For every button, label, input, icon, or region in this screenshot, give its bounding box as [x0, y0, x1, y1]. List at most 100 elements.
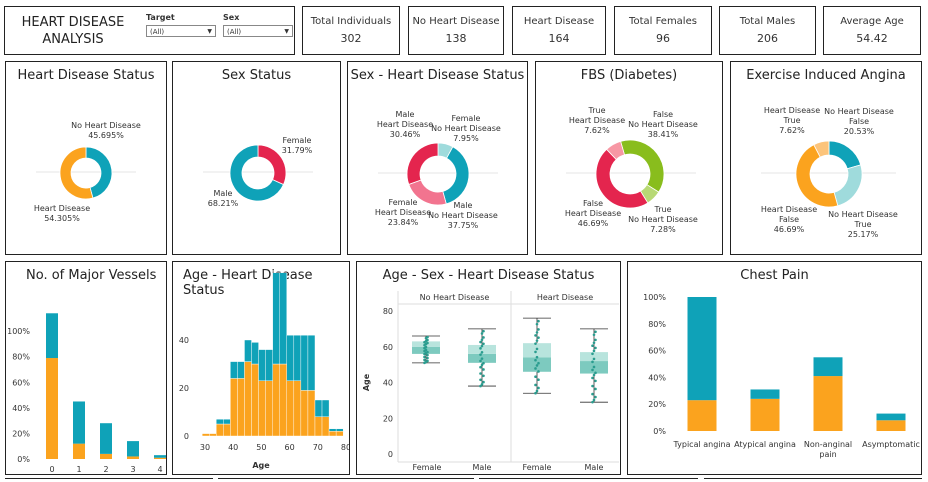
histogram-bar[interactable]: [328, 430, 337, 437]
bar-segment[interactable]: [100, 453, 112, 459]
histogram-bar[interactable]: [201, 433, 210, 437]
bar-segment[interactable]: [750, 398, 780, 431]
x-axis-label: Age: [252, 461, 270, 470]
bar-segment[interactable]: [687, 400, 717, 431]
data-point: [479, 359, 482, 363]
histogram-bar[interactable]: [223, 423, 231, 437]
donut-slice[interactable]: [229, 144, 285, 202]
donut-slice[interactable]: [795, 144, 839, 208]
histogram-bar[interactable]: [258, 349, 266, 381]
histogram-bar[interactable]: [314, 416, 323, 437]
histogram-bar[interactable]: [300, 334, 309, 391]
data-point: [592, 365, 596, 369]
histogram-bar[interactable]: [272, 272, 280, 365]
histogram-bar[interactable]: [307, 334, 316, 391]
data-point: [426, 353, 429, 357]
histogram-bar[interactable]: [293, 380, 302, 437]
x-tick-label: Atypical angina: [734, 440, 796, 449]
y-tick-label: 0: [388, 450, 393, 459]
histogram-bar[interactable]: [251, 342, 259, 365]
dashboard-title-line1: HEART DISEASE: [21, 15, 125, 30]
slice-label-true-no-heart-disease: True No Heart Disease 7.28%: [628, 205, 698, 234]
slice-label-true-heart-disease: True Heart Disease 7.62%: [568, 106, 626, 135]
data-point: [591, 376, 594, 380]
donut-slice[interactable]: [833, 164, 863, 207]
bar-segment[interactable]: [127, 441, 139, 457]
sex-filter-select[interactable]: (All) ▼: [223, 25, 293, 37]
x-tick-label: 3: [130, 465, 135, 474]
histogram-bar[interactable]: [216, 423, 224, 437]
panel-age-heart-disease: Age - Heart Disease Status 0 20 40 30 40 50 60…: [172, 261, 350, 475]
panel-title: Sex - Heart Disease Status: [350, 68, 525, 83]
data-point: [535, 322, 539, 326]
bar-segment[interactable]: [154, 455, 166, 458]
bar-segment[interactable]: [100, 423, 112, 454]
data-point: [594, 371, 597, 375]
bar-segment[interactable]: [46, 358, 58, 459]
histogram-bar[interactable]: [335, 430, 344, 437]
histogram-bar[interactable]: [223, 418, 231, 425]
y-tick-label: 80%: [12, 353, 30, 362]
bar-segment[interactable]: [876, 420, 906, 431]
bar-segment[interactable]: [73, 401, 85, 444]
target-filter-select[interactable]: (All) ▼: [146, 25, 216, 37]
dashboard-title-line2: ANALYSIS: [42, 32, 104, 47]
histogram-bar[interactable]: [237, 361, 245, 379]
donut-slice[interactable]: [813, 140, 830, 158]
y-tick-label: 40: [383, 379, 393, 388]
data-point: [594, 387, 597, 391]
data-point: [591, 344, 594, 348]
histogram-bar[interactable]: [328, 428, 337, 432]
donut-slice[interactable]: [620, 139, 665, 193]
data-point: [592, 398, 596, 402]
bar-segment[interactable]: [813, 376, 843, 431]
donut-slice[interactable]: [595, 148, 649, 209]
bar-segment[interactable]: [154, 457, 166, 459]
histogram-bar[interactable]: [230, 361, 238, 379]
y-axis-label: Age: [362, 373, 372, 392]
bar-segment[interactable]: [127, 456, 139, 459]
histogram-bar[interactable]: [244, 361, 252, 437]
histogram-bar[interactable]: [293, 334, 302, 381]
histogram-bar[interactable]: [279, 272, 287, 365]
histogram-bar[interactable]: [286, 334, 295, 381]
histogram-bar[interactable]: [314, 399, 323, 417]
bar-segment[interactable]: [46, 313, 58, 359]
slice-label-heart-disease-true: Heart Disease True 7.62%: [763, 106, 821, 135]
histogram-bar[interactable]: [307, 390, 316, 437]
donut-slice[interactable]: [828, 140, 862, 170]
data-point: [592, 373, 596, 377]
bar-segment[interactable]: [687, 297, 717, 401]
box-upper[interactable]: [523, 343, 551, 358]
histogram-bar[interactable]: [335, 428, 344, 432]
histogram-bar[interactable]: [244, 339, 252, 362]
histogram-bar[interactable]: [286, 380, 295, 437]
histogram-bar[interactable]: [265, 380, 273, 437]
panel-chest-pain: Chest Pain 0% 20% 40% 60% 80% 100% Typical ang…: [627, 261, 922, 475]
bar-segment[interactable]: [876, 413, 906, 421]
data-point: [480, 363, 484, 367]
bar-segment[interactable]: [750, 389, 780, 399]
histogram-bar[interactable]: [321, 416, 330, 437]
histogram-bar[interactable]: [300, 390, 309, 437]
histogram-bar[interactable]: [230, 378, 238, 437]
histogram-bar[interactable]: [265, 349, 273, 381]
data-point: [482, 342, 485, 346]
donut-slice[interactable]: [406, 142, 439, 185]
box-upper[interactable]: [580, 352, 608, 362]
histogram-bar[interactable]: [321, 399, 330, 417]
donut-slice[interactable]: [59, 146, 94, 200]
bar-segment[interactable]: [813, 357, 843, 377]
histogram-bar[interactable]: [279, 363, 287, 437]
histogram-bar[interactable]: [209, 433, 217, 437]
histogram-bar[interactable]: [272, 363, 280, 437]
box-upper[interactable]: [468, 344, 496, 354]
histogram-bar[interactable]: [251, 363, 259, 437]
donut-slice[interactable]: [606, 140, 625, 161]
bar-segment[interactable]: [73, 443, 85, 459]
histogram-bar[interactable]: [258, 380, 266, 437]
kpi-value: 54.42: [856, 32, 888, 45]
histogram-bar[interactable]: [237, 378, 245, 437]
histogram-bar[interactable]: [216, 418, 224, 425]
data-point: [480, 357, 484, 360]
